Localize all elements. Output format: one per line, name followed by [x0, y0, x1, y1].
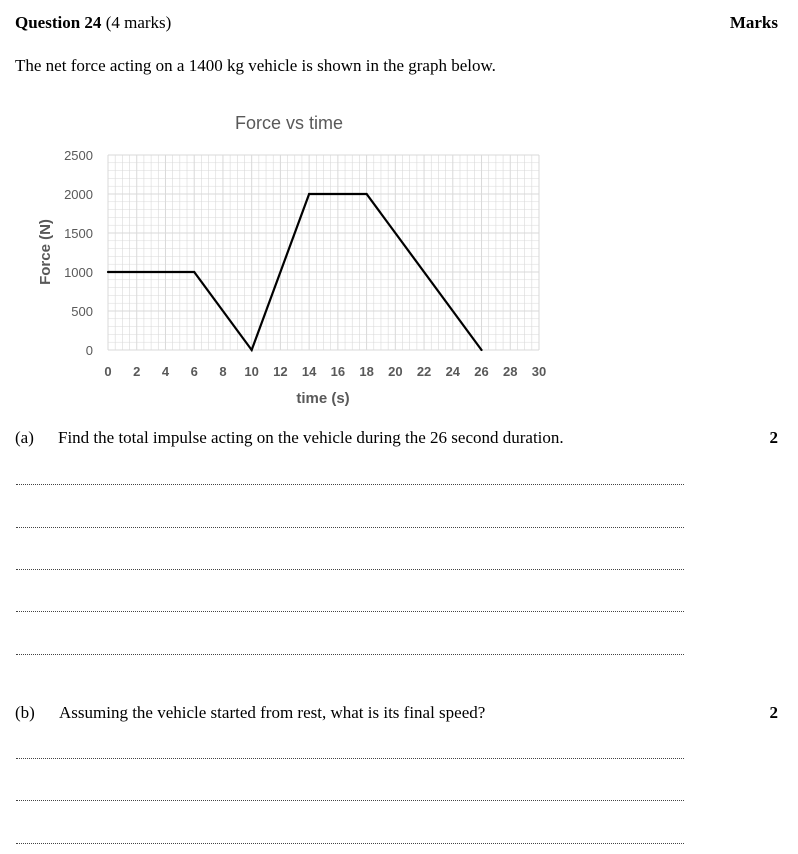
x-tick-label: 10: [244, 364, 258, 379]
x-tick-label: 26: [474, 364, 488, 379]
data-point: [193, 270, 196, 274]
question-marks: (4 marks): [105, 13, 172, 32]
answer-line[interactable]: [16, 843, 684, 844]
answer-line[interactable]: [16, 654, 684, 655]
y-tick-label: 1000: [64, 265, 93, 280]
x-tick-label: 28: [503, 364, 517, 379]
x-axis-label: time (s): [296, 390, 349, 407]
x-tick-label: 16: [331, 364, 345, 379]
x-tick-label: 12: [273, 364, 287, 379]
marks-heading: Marks: [729, 13, 778, 32]
part-a-question: Find the total impulse acting on the veh…: [58, 428, 564, 447]
data-point: [480, 348, 483, 352]
series-points: [106, 192, 483, 352]
x-axis-ticks: 0 2 4 6 8 10 12 14 16 18 20 22 24 26 28 30: [104, 364, 546, 379]
x-tick-label: 14: [302, 364, 317, 379]
data-point: [308, 192, 311, 196]
x-tick-label: 30: [532, 364, 546, 379]
part-b-label: (b): [15, 703, 35, 722]
x-tick-label: 18: [359, 364, 373, 379]
chart-grid: [107, 154, 540, 351]
x-tick-label: 4: [162, 364, 170, 379]
answer-line[interactable]: [16, 800, 684, 801]
intro-text: The net force acting on a 1400 kg vehicl…: [15, 56, 496, 75]
y-tick-label: 0: [86, 343, 93, 358]
part-b-question: Assuming the vehicle started from rest, …: [59, 703, 486, 722]
y-tick-label: 500: [71, 304, 93, 319]
question-title: Question 24 (4 marks): [15, 13, 171, 33]
question-number: Question 24: [15, 13, 102, 32]
answer-line[interactable]: [16, 527, 684, 528]
x-tick-label: 20: [388, 364, 402, 379]
part-a-label: (a): [15, 428, 34, 447]
y-axis-ticks: 0 500 1000 1500 2000 2500: [64, 148, 93, 358]
x-tick-label: 2: [133, 364, 140, 379]
y-tick-label: 1500: [64, 226, 93, 241]
answer-line[interactable]: [16, 758, 684, 759]
x-tick-label: 24: [446, 364, 461, 379]
x-tick-label: 22: [417, 364, 431, 379]
data-point: [365, 192, 368, 196]
data-point: [250, 348, 253, 352]
chart-title: Force vs time: [235, 113, 343, 133]
y-tick-label: 2500: [64, 148, 93, 163]
x-tick-label: 0: [104, 364, 111, 379]
answer-line[interactable]: [16, 611, 684, 612]
data-point: [106, 270, 110, 274]
y-axis-label: Force (N): [37, 219, 54, 285]
x-tick-label: 6: [191, 364, 198, 379]
force-series-line: [108, 192, 483, 353]
part-b-marks: 2: [769, 703, 779, 722]
part-a-marks: 2: [769, 428, 779, 447]
x-tick-label: 8: [219, 364, 226, 379]
answer-line[interactable]: [16, 484, 684, 485]
answer-line[interactable]: [16, 569, 684, 570]
y-tick-label: 2000: [64, 187, 93, 202]
